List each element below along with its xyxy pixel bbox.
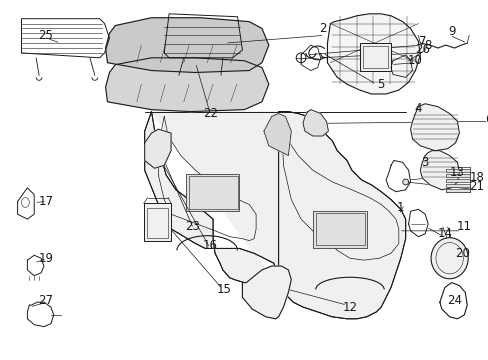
Text: 11: 11 [456, 220, 471, 233]
Polygon shape [105, 18, 268, 72]
Text: 17: 17 [39, 195, 53, 208]
Text: 9: 9 [447, 25, 454, 38]
Ellipse shape [402, 179, 408, 185]
Text: 1: 1 [396, 201, 404, 214]
Text: 23: 23 [185, 220, 200, 233]
Polygon shape [144, 112, 405, 319]
Bar [143, 203, 171, 240]
Text: 3: 3 [421, 156, 428, 169]
Text: 8: 8 [424, 39, 431, 51]
Bar [146, 208, 168, 238]
Bar [185, 174, 239, 211]
Text: 6: 6 [484, 113, 488, 126]
Text: 24: 24 [446, 294, 461, 307]
Text: 7: 7 [418, 35, 425, 48]
Bar [359, 43, 390, 71]
Polygon shape [420, 151, 459, 190]
Text: 21: 21 [468, 180, 484, 193]
Text: 4: 4 [414, 102, 421, 115]
Bar [445, 189, 469, 192]
Text: 13: 13 [449, 166, 464, 179]
Bar [445, 174, 469, 177]
Polygon shape [303, 109, 328, 136]
Polygon shape [144, 129, 171, 168]
Text: 26: 26 [414, 44, 429, 57]
Text: 5: 5 [377, 78, 384, 91]
Polygon shape [327, 14, 420, 94]
Text: 22: 22 [202, 107, 217, 120]
Bar [445, 184, 469, 187]
Bar [362, 46, 387, 68]
Text: 2: 2 [318, 22, 325, 35]
Polygon shape [105, 58, 268, 112]
Polygon shape [410, 104, 459, 151]
Bar [315, 213, 364, 246]
Text: 12: 12 [342, 301, 357, 314]
Polygon shape [242, 266, 291, 319]
Text: 19: 19 [39, 252, 53, 265]
Text: 25: 25 [39, 29, 53, 42]
Text: 27: 27 [39, 294, 53, 307]
Ellipse shape [430, 238, 468, 279]
Bar [445, 169, 469, 172]
Text: 14: 14 [436, 227, 451, 240]
Text: 10: 10 [407, 54, 422, 67]
Text: 20: 20 [454, 247, 469, 260]
Text: 18: 18 [468, 171, 484, 184]
Bar [312, 211, 366, 248]
Text: 16: 16 [202, 239, 217, 252]
Bar [188, 176, 237, 209]
Polygon shape [264, 113, 291, 156]
Text: 15: 15 [216, 283, 231, 296]
Bar [445, 179, 469, 182]
